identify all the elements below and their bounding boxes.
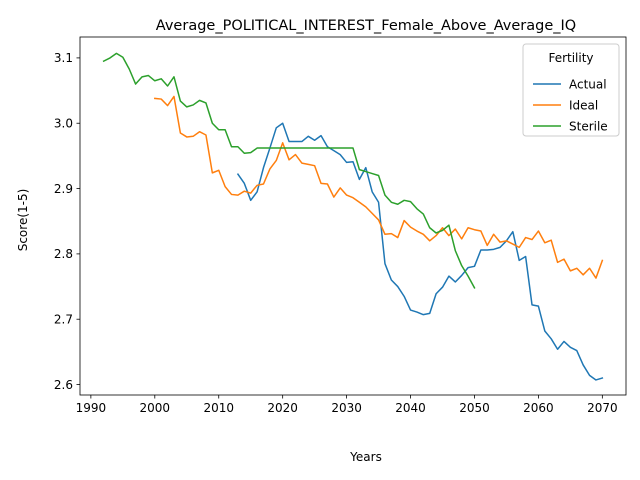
y-tick-label: 2.9 — [54, 182, 73, 196]
x-axis-label: Years — [349, 450, 382, 464]
x-tick-label: 2000 — [140, 401, 171, 415]
y-axis-label: Score(1-5) — [16, 189, 30, 252]
y-tick-label: 2.7 — [54, 313, 73, 327]
x-tick-label: 1990 — [76, 401, 107, 415]
x-tick-label: 2050 — [459, 401, 490, 415]
legend-label-sterile: Sterile — [569, 119, 608, 133]
series-line-ideal — [153, 95, 604, 279]
axes: 1990 2000 2010 2020 2030 2040 2050 2060 2070 2.6 2… — [54, 36, 627, 415]
x-tick-label: 2030 — [331, 401, 362, 415]
legend-box — [522, 43, 620, 137]
x-tick-label: 2010 — [203, 401, 234, 415]
axes-frame — [79, 36, 627, 396]
y-tick-label: 3.0 — [54, 117, 73, 131]
legend: Fertility Actual Ideal Sterile — [522, 43, 620, 137]
y-tick-label: 2.6 — [54, 378, 73, 392]
plot-area — [102, 52, 604, 381]
legend-title: Fertility — [548, 51, 593, 65]
y-tick-label: 2.8 — [54, 247, 73, 261]
chart-title: Average_POLITICAL_INTEREST_Female_Above_… — [156, 18, 576, 34]
series-line-sterile — [102, 52, 476, 289]
legend-label-actual: Actual — [569, 77, 607, 91]
x-tick-label: 2020 — [267, 401, 298, 415]
series-line-actual — [236, 122, 604, 381]
legend-label-ideal: Ideal — [569, 98, 598, 112]
y-tick-label: 3.1 — [54, 51, 73, 65]
x-tick-label: 2060 — [523, 401, 554, 415]
x-tick-label: 2040 — [395, 401, 426, 415]
x-tick-label: 2070 — [587, 401, 618, 415]
